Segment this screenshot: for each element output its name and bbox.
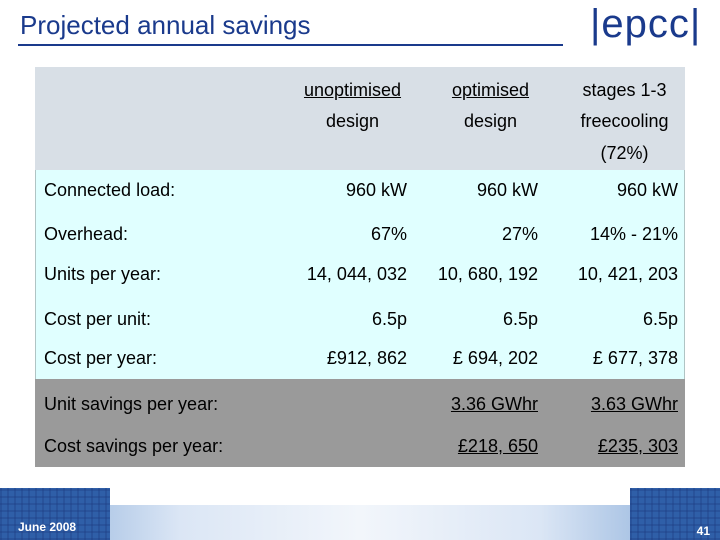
title-underline <box>18 44 563 46</box>
col-header-freecooling-l3: (72%) <box>600 143 649 163</box>
cell-connected-load-freecooling: 960 kW <box>616 180 678 200</box>
footer-circuit-pattern-left <box>0 488 110 540</box>
epcc-logo: |epcc| <box>590 2 702 46</box>
page-number: 41 <box>696 524 710 538</box>
row-label-connected-load: Connected load: <box>44 180 176 200</box>
row-label-cost-savings: Cost savings per year: <box>44 436 224 456</box>
col-header-freecooling-l2: freecooling <box>580 111 669 131</box>
row-label-units-per-year: Units per year: <box>44 264 162 284</box>
col-header-unoptimised-l2: design <box>325 111 380 131</box>
col-header-optimised-l1: optimised <box>451 80 530 100</box>
cell-units-per-year-freecooling: 10, 421, 203 <box>577 264 678 284</box>
row-label-cost-per-unit: Cost per unit: <box>44 309 152 329</box>
slide-title: Projected annual savings <box>20 10 311 40</box>
cell-overhead-optimised: 27% <box>501 224 538 244</box>
col-header-optimised-l2: design <box>463 111 518 131</box>
header-row-background <box>35 67 685 170</box>
savings-rows-background <box>35 379 685 467</box>
row-label-unit-savings: Unit savings per year: <box>44 394 219 414</box>
row-label-cost-per-year: Cost per year: <box>44 348 158 368</box>
footer-band <box>0 505 720 540</box>
cell-cost-per-unit-optimised: 6.5p <box>502 309 538 329</box>
cell-connected-load-unoptimised: 960 kW <box>345 180 407 200</box>
row-label-overhead: Overhead: <box>44 224 129 244</box>
cell-cost-savings-freecooling: £235, 303 <box>597 436 678 456</box>
footer-date: June 2008 <box>18 520 77 534</box>
cell-cost-per-year-unoptimised: £912, 862 <box>326 348 407 368</box>
cell-cost-savings-optimised: £218, 650 <box>457 436 538 456</box>
cell-unit-savings-freecooling: 3.63 GWhr <box>590 394 678 414</box>
footer-circuit-pattern-right <box>630 488 720 540</box>
cell-units-per-year-optimised: 10, 680, 192 <box>437 264 538 284</box>
cell-overhead-freecooling: 14% - 21% <box>589 224 678 244</box>
cell-connected-load-optimised: 960 kW <box>476 180 538 200</box>
cell-cost-per-year-freecooling: £ 677, 378 <box>592 348 678 368</box>
col-header-unoptimised-l1: unoptimised <box>303 80 402 100</box>
cell-cost-per-year-optimised: £ 694, 202 <box>452 348 538 368</box>
cell-cost-per-unit-freecooling: 6.5p <box>642 309 678 329</box>
cell-units-per-year-unoptimised: 14, 044, 032 <box>306 264 407 284</box>
cell-overhead-unoptimised: 67% <box>370 224 407 244</box>
cell-cost-per-unit-unoptimised: 6.5p <box>371 309 407 329</box>
col-header-freecooling-l1: stages 1-3 <box>582 80 667 100</box>
cell-unit-savings-optimised: 3.36 GWhr <box>450 394 538 414</box>
